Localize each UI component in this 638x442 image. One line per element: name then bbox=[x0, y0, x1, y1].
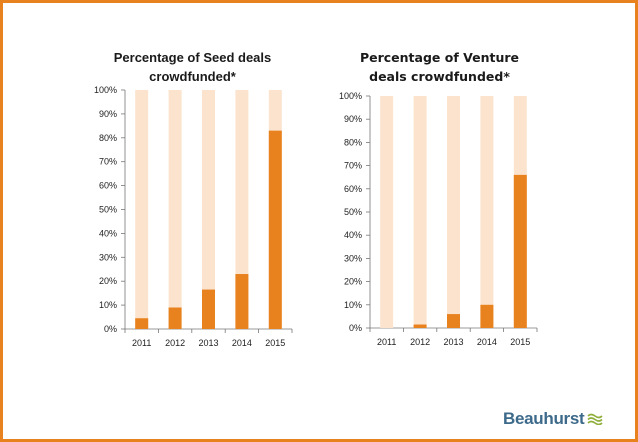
seed-bar-background bbox=[168, 90, 182, 329]
seed-y-tick-label: 10% bbox=[99, 300, 117, 310]
venture-bar-value bbox=[480, 304, 494, 328]
venture-y-tick-label: 60% bbox=[344, 184, 362, 194]
venture-y-tick-label: 20% bbox=[344, 277, 362, 287]
venture-y-tick-label: 100% bbox=[339, 91, 362, 101]
seed-bar-background bbox=[202, 90, 215, 329]
venture-x-tick-label: 2014 bbox=[477, 337, 497, 347]
seed-x-tick-label: 2012 bbox=[165, 338, 185, 348]
seed-x-tick-label: 2014 bbox=[232, 338, 252, 348]
venture-bar-background bbox=[380, 96, 394, 328]
seed-bar-value bbox=[235, 274, 249, 329]
seed-bar-value bbox=[168, 307, 182, 329]
seed-x-tick-label: 2015 bbox=[265, 338, 285, 348]
venture-y-tick-label: 70% bbox=[344, 161, 362, 171]
seed-y-tick-label: 100% bbox=[94, 85, 117, 95]
seed-y-tick-label: 90% bbox=[99, 109, 117, 119]
venture-x-tick-label: 2013 bbox=[443, 337, 463, 347]
venture-y-tick-label: 10% bbox=[344, 300, 362, 310]
venture-y-tick-label: 80% bbox=[344, 137, 362, 147]
venture-bar-value bbox=[447, 314, 460, 328]
venture-y-tick-label: 50% bbox=[344, 207, 362, 217]
venture-bar-value bbox=[413, 324, 427, 328]
beauhurst-logo: Beauhurst bbox=[503, 408, 613, 430]
venture-y-tick-label: 40% bbox=[344, 230, 362, 240]
seed-chart-title: Percentage of Seed deals crowdfunded* bbox=[113, 50, 272, 84]
logo-text: Beauhurst bbox=[503, 409, 585, 428]
seed-y-tick-label: 30% bbox=[99, 252, 117, 262]
venture-x-tick-label: 2011 bbox=[377, 337, 396, 347]
wave-lines-icon bbox=[587, 413, 603, 425]
seed-bar-background bbox=[135, 90, 149, 329]
seed-y-tick-label: 60% bbox=[99, 181, 117, 191]
seed-y-tick-label: 0% bbox=[104, 324, 117, 334]
seed-y-tick-label: 40% bbox=[99, 228, 117, 238]
seed-y-tick-label: 80% bbox=[99, 133, 117, 143]
seed-y-tick-label: 20% bbox=[99, 276, 117, 286]
venture-bar-value bbox=[513, 174, 527, 328]
seed-bar-background bbox=[235, 90, 249, 329]
venture-bar-background bbox=[447, 96, 460, 328]
venture-y-tick-label: 0% bbox=[349, 323, 362, 333]
seed-x-tick-label: 2011 bbox=[132, 338, 151, 348]
venture-bar-background bbox=[480, 96, 494, 328]
seed-bar-value bbox=[202, 289, 215, 329]
seed-bar-value bbox=[268, 130, 282, 329]
venture-y-tick-label: 90% bbox=[344, 114, 362, 124]
venture-x-tick-label: 2015 bbox=[510, 337, 530, 347]
seed-y-tick-label: 70% bbox=[99, 157, 117, 167]
venture-bar-background bbox=[413, 96, 427, 328]
seed-y-tick-label: 50% bbox=[99, 205, 117, 215]
venture-x-tick-label: 2012 bbox=[410, 337, 430, 347]
seed-x-tick-label: 2013 bbox=[198, 338, 218, 348]
venture-y-tick-label: 30% bbox=[344, 253, 362, 263]
venture-chart-title: Percentage of Venture deals crowdfunded* bbox=[359, 50, 520, 84]
seed-bar-value bbox=[135, 318, 149, 329]
